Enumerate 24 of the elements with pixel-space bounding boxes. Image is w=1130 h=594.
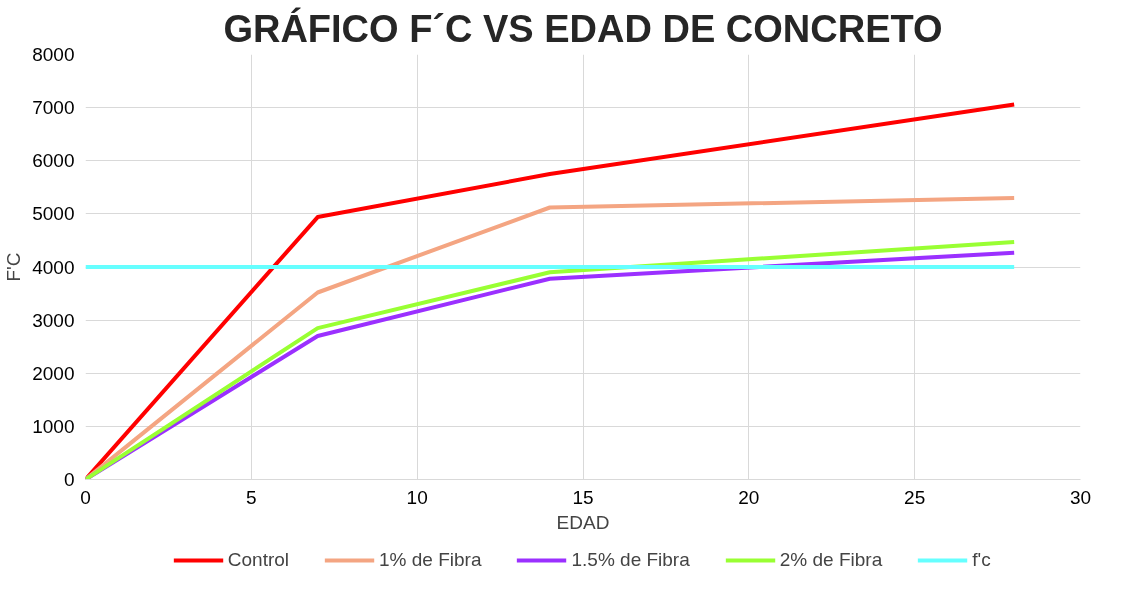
x-tick-label: 25 (904, 486, 926, 508)
chart-title: GRÁFICO F´C VS EDAD DE CONCRETO (223, 6, 943, 50)
legend-label: Control (227, 549, 290, 571)
x-tick-label: 15 (572, 486, 594, 508)
x-axis-title: EDAD (556, 511, 610, 533)
y-tick-label: 7000 (32, 97, 75, 119)
y-tick-label: 4000 (32, 256, 75, 278)
x-tick-label: 5 (246, 486, 257, 508)
y-tick-label: 2000 (32, 362, 75, 384)
y-tick-label: 6000 (32, 150, 75, 172)
legend-label: 2% de Fibra (779, 549, 883, 571)
x-tick-label: 0 (80, 486, 91, 508)
legend-label: 1% de Fibra (379, 549, 482, 571)
y-tick-label: 5000 (32, 203, 75, 225)
legend-label: f'c (972, 549, 992, 571)
y-tick-label: 3000 (32, 309, 75, 331)
x-tick-label: 10 (406, 486, 428, 508)
y-axis-title: F'C (3, 252, 25, 282)
y-tick-label: 8000 (32, 44, 75, 65)
y-tick-label: 1000 (32, 415, 75, 437)
y-tick-label: 0 (63, 469, 75, 490)
x-tick-label: 20 (738, 486, 760, 508)
x-tick-label: 30 (1069, 486, 1092, 508)
legend-label: 1.5% de Fibra (571, 549, 690, 571)
